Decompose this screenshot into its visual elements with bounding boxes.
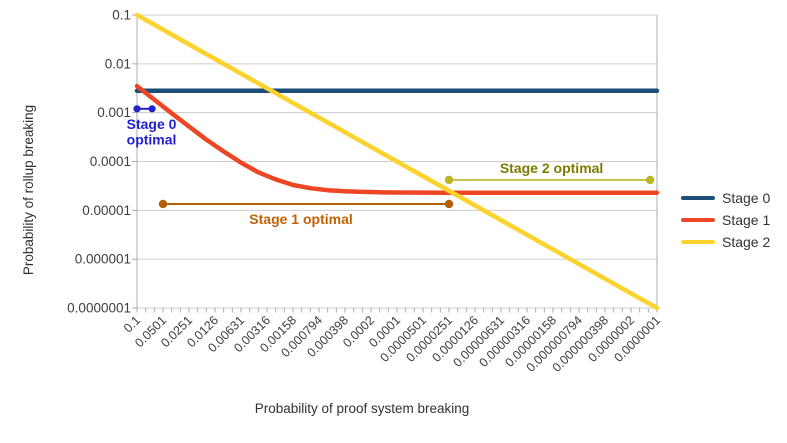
legend-item-stage-2: Stage 2: [681, 231, 770, 253]
stage2-optimal-dot-end: [645, 175, 655, 185]
stage0-optimal-label: Stage 0: [127, 116, 177, 132]
series-line-stage-2: [134, 12, 660, 311]
legend-swatch-stage-2: [681, 239, 715, 245]
stage2-optimal-dot-start: [444, 175, 454, 185]
x-axis-title: Probability of proof system breaking: [255, 401, 470, 416]
legend-item-stage-0: Stage 0: [681, 187, 770, 209]
series-line-stage-1: [134, 83, 660, 195]
stage2-optimal-label: Stage 2 optimal: [500, 160, 603, 176]
legend-label-stage-1: Stage 1: [722, 212, 771, 228]
y-tick-label: 0.1: [112, 8, 131, 23]
stage1-optimal-label: Stage 1 optimal: [249, 211, 352, 227]
y-tick-label: 0.000001: [75, 252, 131, 267]
y-tick-label: 0.001: [97, 105, 131, 120]
y-tick-label: 0.01: [105, 56, 131, 71]
y-tick-label: 0.0001: [90, 154, 131, 169]
legend-swatch-stage-0: [681, 195, 715, 201]
stage0-optimal-dot-start: [133, 105, 141, 113]
legend: Stage 0 Stage 1 Stage 2: [681, 187, 770, 253]
stage0-optimal-label: optimal: [127, 131, 177, 147]
stage1-optimal-dot-end: [444, 199, 454, 209]
y-tick-label: 0.00001: [82, 203, 131, 218]
legend-swatch-stage-1: [681, 217, 715, 223]
stage1-optimal-dot-start: [158, 199, 168, 209]
y-axis-title: Probability of rollup breaking: [21, 105, 36, 275]
legend-item-stage-1: Stage 1: [681, 209, 770, 231]
legend-label-stage-2: Stage 2: [722, 234, 771, 250]
y-tick-label: 0.0000001: [67, 301, 131, 316]
stage0-optimal-dot-end: [148, 105, 156, 113]
legend-label-stage-0: Stage 0: [722, 190, 771, 206]
